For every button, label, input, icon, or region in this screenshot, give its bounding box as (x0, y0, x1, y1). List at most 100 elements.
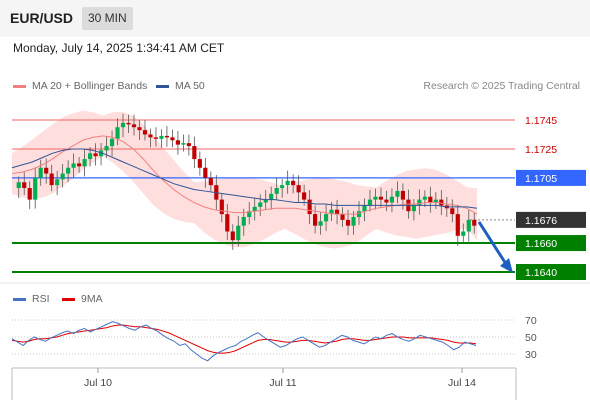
credit-text: Research © 2025 Trading Central (423, 80, 580, 92)
candle-body (115, 127, 120, 139)
legend-ma20: MA 20 + Bollinger Bands (13, 80, 147, 92)
candle-body (291, 180, 296, 186)
rsi-tick-70: 70 (525, 315, 537, 327)
candle-body (340, 214, 345, 220)
candle-body (104, 146, 109, 151)
level-tag-1.1705 (516, 169, 586, 186)
rsi-tick-30: 30 (525, 349, 537, 361)
candle-body (153, 137, 159, 139)
candle-body (159, 135, 164, 139)
candle-body (230, 231, 235, 241)
candle-body (285, 180, 290, 186)
candle-body (313, 214, 318, 226)
candle-body (384, 199, 389, 203)
candle-body (109, 138, 115, 147)
candle-body (197, 159, 202, 168)
level-label-1.1725: 1.1725 (525, 144, 557, 156)
candle-body (411, 205, 416, 212)
candle-body (60, 173, 65, 180)
candle-body (367, 199, 373, 206)
candle-body (71, 163, 76, 168)
level-label-1.1660: 1.1660 (525, 238, 557, 250)
legend-9ma-label: 9MA (81, 293, 103, 305)
time-label-1: Jul 11 (269, 377, 296, 389)
candle-body (16, 182, 21, 189)
candle-body (345, 219, 351, 226)
candle-body (433, 199, 438, 203)
legend-9ma: 9MA (62, 293, 103, 305)
candle-body (55, 179, 60, 186)
legend-ma50-label: MA 50 (175, 80, 205, 92)
level-tag-1.1676 (516, 211, 586, 228)
symbol-label: EUR/USD (10, 10, 74, 26)
candle-body (400, 190, 405, 200)
legend-rsi-label: RSI (32, 293, 50, 305)
candle-body (33, 177, 38, 200)
level-tag-1.1660 (516, 235, 586, 252)
time-label-2: Jul 14 (448, 377, 476, 389)
candle-body (219, 199, 224, 215)
candle-body (148, 134, 153, 138)
forecast-arrow-head (500, 258, 513, 273)
candle-body (175, 140, 180, 145)
candle-body (126, 122, 131, 125)
candle-body (280, 185, 285, 189)
legend-ma50: MA 50 (156, 80, 205, 92)
candle-body (296, 185, 301, 193)
candle-body (247, 211, 252, 217)
candle-body (236, 225, 241, 241)
candle-body (329, 209, 334, 215)
candle-body (49, 173, 54, 186)
candle-body (170, 137, 175, 141)
candle-body (77, 163, 82, 167)
legend-ma20-swatch (13, 84, 26, 88)
candle-body (258, 202, 263, 207)
level-label-1.1745: 1.1745 (525, 115, 557, 127)
legend-rsi-swatch (13, 297, 26, 301)
candle-body (27, 188, 32, 200)
candle-body (137, 127, 142, 131)
timeframe-button[interactable]: 30 MIN (82, 7, 133, 30)
candle-body (120, 122, 126, 128)
candle-body (93, 153, 98, 157)
candle-body (356, 211, 362, 217)
candle-body (334, 209, 340, 215)
candle-body (323, 214, 329, 222)
bollinger-band-area (12, 110, 477, 249)
candle-body (351, 216, 356, 226)
forecast-arrow-shaft (477, 221, 508, 265)
candle-body (98, 150, 104, 157)
level-label-1.1640: 1.1640 (525, 267, 557, 279)
candle-body (422, 196, 427, 200)
ma50-line (11, 148, 478, 209)
candle-body (428, 196, 433, 203)
candle-body (389, 196, 395, 203)
candle-body (472, 219, 477, 226)
candle-body (378, 196, 384, 200)
candle-body (44, 167, 49, 174)
rsi-tick-50: 50 (525, 332, 537, 344)
legend-ma50-swatch (156, 84, 169, 88)
candle-body (302, 192, 307, 200)
chart-header: EUR/USD 30 MIN (0, 0, 590, 37)
level-tag-1.1640 (516, 264, 586, 280)
candle-body (362, 205, 367, 212)
candle-body (318, 221, 323, 226)
candle-body (82, 159, 87, 167)
legend-rsi: RSI (13, 293, 50, 305)
candle-body (439, 199, 444, 206)
candle-body (241, 216, 246, 226)
candle-body (417, 199, 422, 206)
candle-body (181, 143, 186, 145)
candle-body (192, 146, 197, 160)
candle-body (269, 193, 274, 200)
legend-9ma-swatch (62, 297, 75, 301)
candle-body (88, 153, 93, 160)
candle-body (208, 177, 213, 186)
level-label-1.1705: 1.1705 (525, 173, 557, 185)
candle-body (252, 206, 257, 212)
rsi-line (11, 321, 477, 362)
timestamp: Monday, July 14, 2025 1:34:41 AM CET (13, 41, 225, 55)
candle-body (455, 214, 460, 236)
